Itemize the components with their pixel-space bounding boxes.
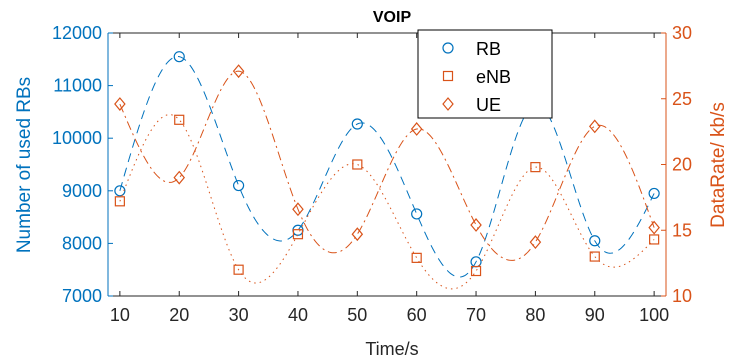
data-point-enb xyxy=(174,114,185,125)
chart-title: VOIP xyxy=(373,9,412,26)
x-tick-label: 40 xyxy=(288,305,308,325)
data-point-enb xyxy=(292,229,304,240)
x-tick-label: 90 xyxy=(585,305,605,325)
data-point-ue xyxy=(232,64,245,79)
axes: 10 20 30 40 50 60 70 80 90 100 7000 8000 9000 10000 11… xyxy=(52,23,692,325)
y-tick-label-right: 20 xyxy=(672,155,692,175)
y-tick-label-right: 30 xyxy=(672,23,692,43)
data-point-ue xyxy=(470,218,482,232)
data-point-enb xyxy=(114,196,125,207)
y-tick-label-right: 10 xyxy=(672,286,692,306)
data-point-ue xyxy=(648,220,660,235)
data-point-enb xyxy=(411,252,422,263)
x-tick-label: 100 xyxy=(639,305,669,325)
x-axis-label: Time/s xyxy=(365,339,418,359)
data-point-enb xyxy=(589,251,600,262)
x-tick-label: 10 xyxy=(110,305,130,325)
data-point-ue xyxy=(410,122,423,136)
x-tick-label: 50 xyxy=(347,305,367,325)
data-point-rb xyxy=(114,185,126,197)
y-tick-label-left: 11000 xyxy=(53,76,102,96)
x-tick-label: 60 xyxy=(407,305,427,325)
data-point-rb xyxy=(589,235,601,247)
legend-marker-rb xyxy=(442,42,454,54)
data-point-ue xyxy=(529,235,542,250)
series-line-ue xyxy=(119,70,655,261)
data-point-rb xyxy=(173,51,185,63)
legend-items xyxy=(442,42,454,111)
x-tick-label: 70 xyxy=(466,305,486,325)
data-point-rb xyxy=(411,208,423,220)
series-line-rb xyxy=(119,56,655,278)
legend-marker-ue xyxy=(442,97,454,111)
data-point-ue xyxy=(292,202,304,217)
data-point-ue xyxy=(114,97,126,111)
y-tick-label-left: 8000 xyxy=(62,233,102,253)
y-axis-label-right: DataRate/ kb/s xyxy=(708,102,729,228)
data-point-ue xyxy=(351,227,364,242)
data-point-enb xyxy=(352,159,363,170)
y-tick-label-left: 10000 xyxy=(52,128,102,148)
data-point-rb xyxy=(648,187,660,200)
data-point-ue xyxy=(173,170,186,185)
y-tick-label-left: 12000 xyxy=(52,23,102,43)
legend-label-ue: UE xyxy=(476,95,501,115)
data-point-enb xyxy=(649,234,660,245)
x-tick-label: 80 xyxy=(525,305,545,325)
data-point-enb xyxy=(530,162,541,173)
legend-label-rb: RB xyxy=(476,39,501,59)
data-point-ue xyxy=(588,119,601,134)
legend-marker-enb xyxy=(442,70,454,82)
plot-area xyxy=(108,33,666,296)
y-tick-label-left: 7000 xyxy=(62,286,102,306)
legend-label-enb: eNB xyxy=(476,67,511,87)
y-axis-label-left: Number of used RBs xyxy=(14,77,35,253)
data-marks xyxy=(114,51,660,290)
y-tick-label-left: 9000 xyxy=(62,181,102,201)
data-point-enb xyxy=(233,264,244,275)
x-tick-label: 30 xyxy=(229,305,249,325)
y-tick-label-right: 15 xyxy=(672,220,692,240)
data-point-enb xyxy=(470,265,482,277)
data-point-rb xyxy=(351,118,363,130)
data-point-rb xyxy=(232,179,245,192)
plot-background xyxy=(108,33,666,296)
legend-box xyxy=(417,29,553,119)
x-tick-label: 20 xyxy=(169,305,189,325)
y-tick-label-right: 25 xyxy=(672,89,692,109)
legend: RB eNB UE xyxy=(417,29,553,119)
